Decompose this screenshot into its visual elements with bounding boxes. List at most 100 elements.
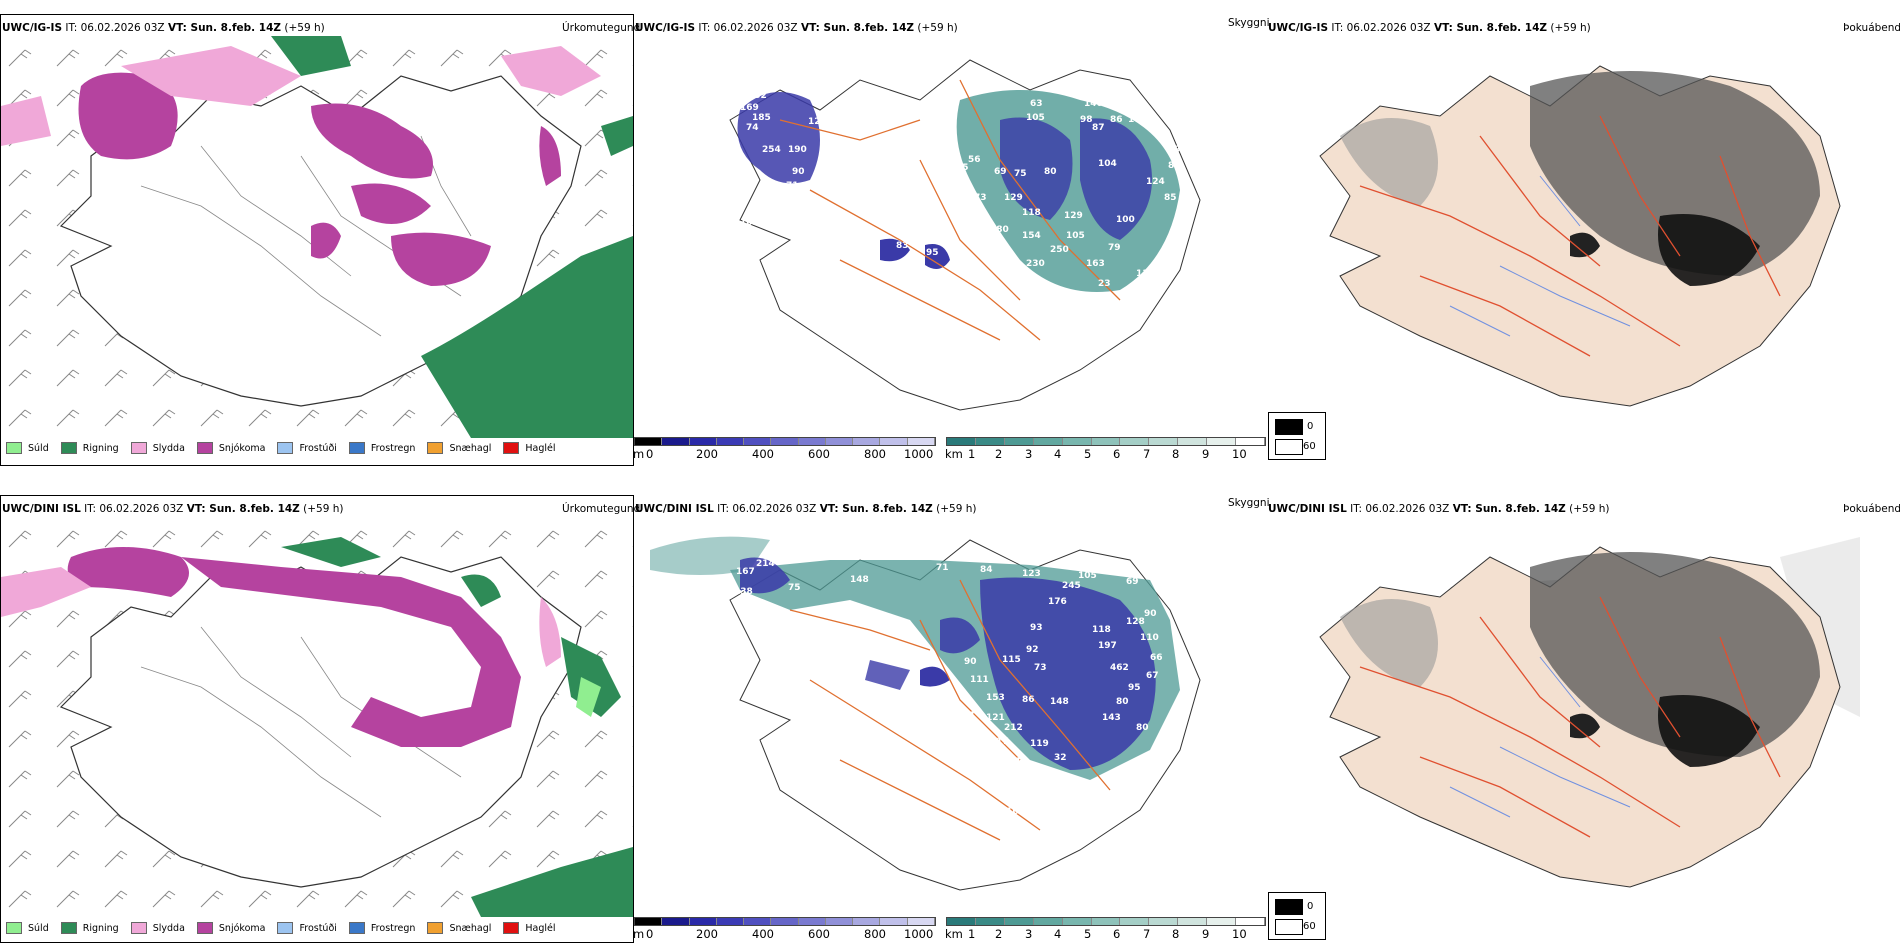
vis-value: 190 [788, 145, 807, 155]
vis-value: 129 [1004, 193, 1023, 203]
vis-value: 71 [936, 563, 949, 573]
colorbar-cell [825, 438, 854, 445]
vis-value: 134 [762, 83, 781, 93]
vis-value: 75 [1014, 169, 1027, 179]
title-visibility-dini: Skyggni [1228, 497, 1270, 509]
vis-value: 148 [850, 575, 869, 585]
vis-value: 73 [1034, 663, 1047, 673]
legend-item: Haglél [503, 442, 556, 454]
vis-value: 115 [1002, 655, 1021, 665]
vis-value: 167 [736, 567, 755, 577]
colorbar-cell [1062, 918, 1092, 925]
precip-map-frame-igis [0, 14, 634, 466]
colorbar-cell [907, 438, 935, 445]
vis-value: 118 [1022, 208, 1041, 218]
colorbar-cell [1236, 438, 1265, 445]
vis-value: 79 [1108, 243, 1121, 253]
legend-item: Slydda [130, 922, 185, 934]
legend-item: Slydda [130, 442, 185, 454]
colorbar-cell [771, 918, 799, 925]
vis-value: 105 [784, 81, 803, 91]
vis-value: 232 [748, 91, 767, 101]
vis-value: 185 [752, 113, 771, 123]
vis-value: 117 [990, 737, 1009, 747]
header-precip-dini: UWC/DINI ISL IT: 06.02.2026 03Z VT: Sun.… [2, 503, 344, 515]
header-cloud-igis: UWC/IG-IS IT: 06.02.2026 03Z VT: Sun. 8.… [1268, 22, 1591, 34]
colorbar-cell [947, 438, 976, 445]
colorbar-cell [1091, 438, 1121, 445]
vis-value: 176 [1048, 597, 1067, 607]
precip-legend-dini: Súld Rigning Slydda Snjókoma Frostúði Fr… [6, 922, 568, 934]
title-precip-dini: Úrkomutegund [562, 503, 641, 515]
colorbar-cell [662, 918, 690, 925]
title-cloud-igis: Þokuábendi [1843, 22, 1900, 34]
fog-map-dini [1319, 537, 1860, 888]
vis-value: 276 [1030, 295, 1049, 305]
vis-value: 214 [756, 559, 775, 569]
vis-value: 85 [1164, 193, 1177, 203]
header-visibility-dini: UWC/DINI ISL IT: 06.02.2026 03Z VT: Sun.… [635, 503, 977, 515]
legend-item: Frostúði [277, 442, 337, 454]
colorbar-cell [975, 438, 1005, 445]
header-precip-igis: UWC/IG-IS IT: 06.02.2026 03Z VT: Sun. 8.… [2, 22, 325, 34]
colorbar-cell [1004, 918, 1034, 925]
vis-value: 65 [956, 163, 969, 173]
elevation-colorbar-igis: m 0 200 400 600 800 1000 [633, 437, 936, 461]
colorbar-cell [635, 918, 663, 925]
vis-value: 80 [1044, 167, 1057, 177]
colorbar-cell [1033, 438, 1063, 445]
title-precip-igis: Úrkomutegund [562, 22, 641, 34]
vis-value: 104 [1098, 159, 1117, 169]
vis-value: 56 [968, 155, 981, 165]
legend-item: Frostregn [348, 442, 415, 454]
vis-value: 80 [1116, 697, 1129, 707]
vis-value: 74 [746, 123, 759, 133]
vis-value: 124 [1146, 177, 1165, 187]
vis-value: 103 [888, 689, 907, 699]
colorbar-cell [1004, 438, 1034, 445]
cloud-key-igis: 0 60 [1268, 412, 1326, 460]
legend-item: Súld [6, 922, 49, 934]
colorbar-cell [716, 918, 745, 925]
legend-item: Snæhagl [427, 922, 491, 934]
colorbar-cell [689, 438, 717, 445]
vis-value: 138 [734, 587, 753, 597]
vis-value: 119 [1030, 739, 1049, 749]
vis-value: 83 [896, 241, 909, 251]
vis-value: 153 [986, 693, 1005, 703]
colorbar-cell [1207, 918, 1237, 925]
legend-item: Frostúði [277, 922, 337, 934]
vis-value: 80 [1136, 723, 1149, 733]
vis-value: 105 [1066, 231, 1085, 241]
colorbar-cell [744, 918, 772, 925]
vis-value: 163 [1086, 259, 1105, 269]
vis-value: 111 [970, 675, 989, 685]
precip-legend-igis: Súld Rigning Slydda Snjókoma Frostúði Fr… [6, 442, 568, 454]
vis-value: 105 [740, 218, 759, 228]
colorbar-cell [689, 918, 717, 925]
vis-value: 250 [1050, 245, 1069, 255]
colorbar-cell [635, 438, 663, 445]
fog-map-igis [1319, 65, 1841, 407]
vis-value: 120 [808, 117, 827, 127]
colorbar-cell [771, 438, 799, 445]
header-visibility-igis: UWC/IG-IS IT: 06.02.2026 03Z VT: Sun. 8.… [635, 22, 958, 34]
vis-value: 105 [1078, 571, 1097, 581]
vis-value: 86 [1022, 695, 1035, 705]
colorbar-cell [1062, 438, 1092, 445]
vis-value: 154 [1022, 231, 1041, 241]
colorbar-cell [880, 918, 908, 925]
colorbar-cell [907, 918, 935, 925]
vis-value: 67 [1146, 671, 1159, 681]
vis-value: 75 [788, 583, 801, 593]
colorbar-cell [1236, 918, 1265, 925]
colorbar-cell [716, 438, 745, 445]
visibility-values: 232 134 105 169 185 74 120 254 190 90 71… [740, 81, 1187, 305]
vis-value: 128 [1126, 617, 1145, 627]
vis-value: 95 [926, 248, 939, 258]
vis-value: 98 [1080, 115, 1093, 125]
vis-value: 169 [740, 103, 759, 113]
legend-item: Rigning [60, 442, 119, 454]
legend-item: Snæhagl [427, 442, 491, 454]
snow-patch [78, 72, 178, 160]
